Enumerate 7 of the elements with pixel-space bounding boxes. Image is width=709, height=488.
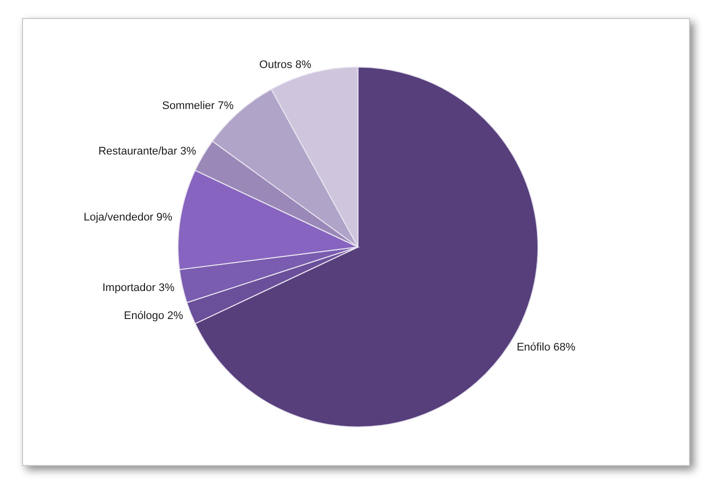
slice-label: Enólogo 2% — [124, 310, 184, 322]
slice-label: Outros 8% — [259, 58, 312, 71]
slice-label: Restaurante/bar 3% — [98, 145, 196, 158]
slice-label: Importador 3% — [102, 282, 175, 294]
slice-label: Sommelier 7% — [162, 100, 234, 112]
slice-label: Enófilo 68% — [516, 342, 576, 354]
slice-label: Loja/vendedor 9% — [84, 212, 173, 224]
